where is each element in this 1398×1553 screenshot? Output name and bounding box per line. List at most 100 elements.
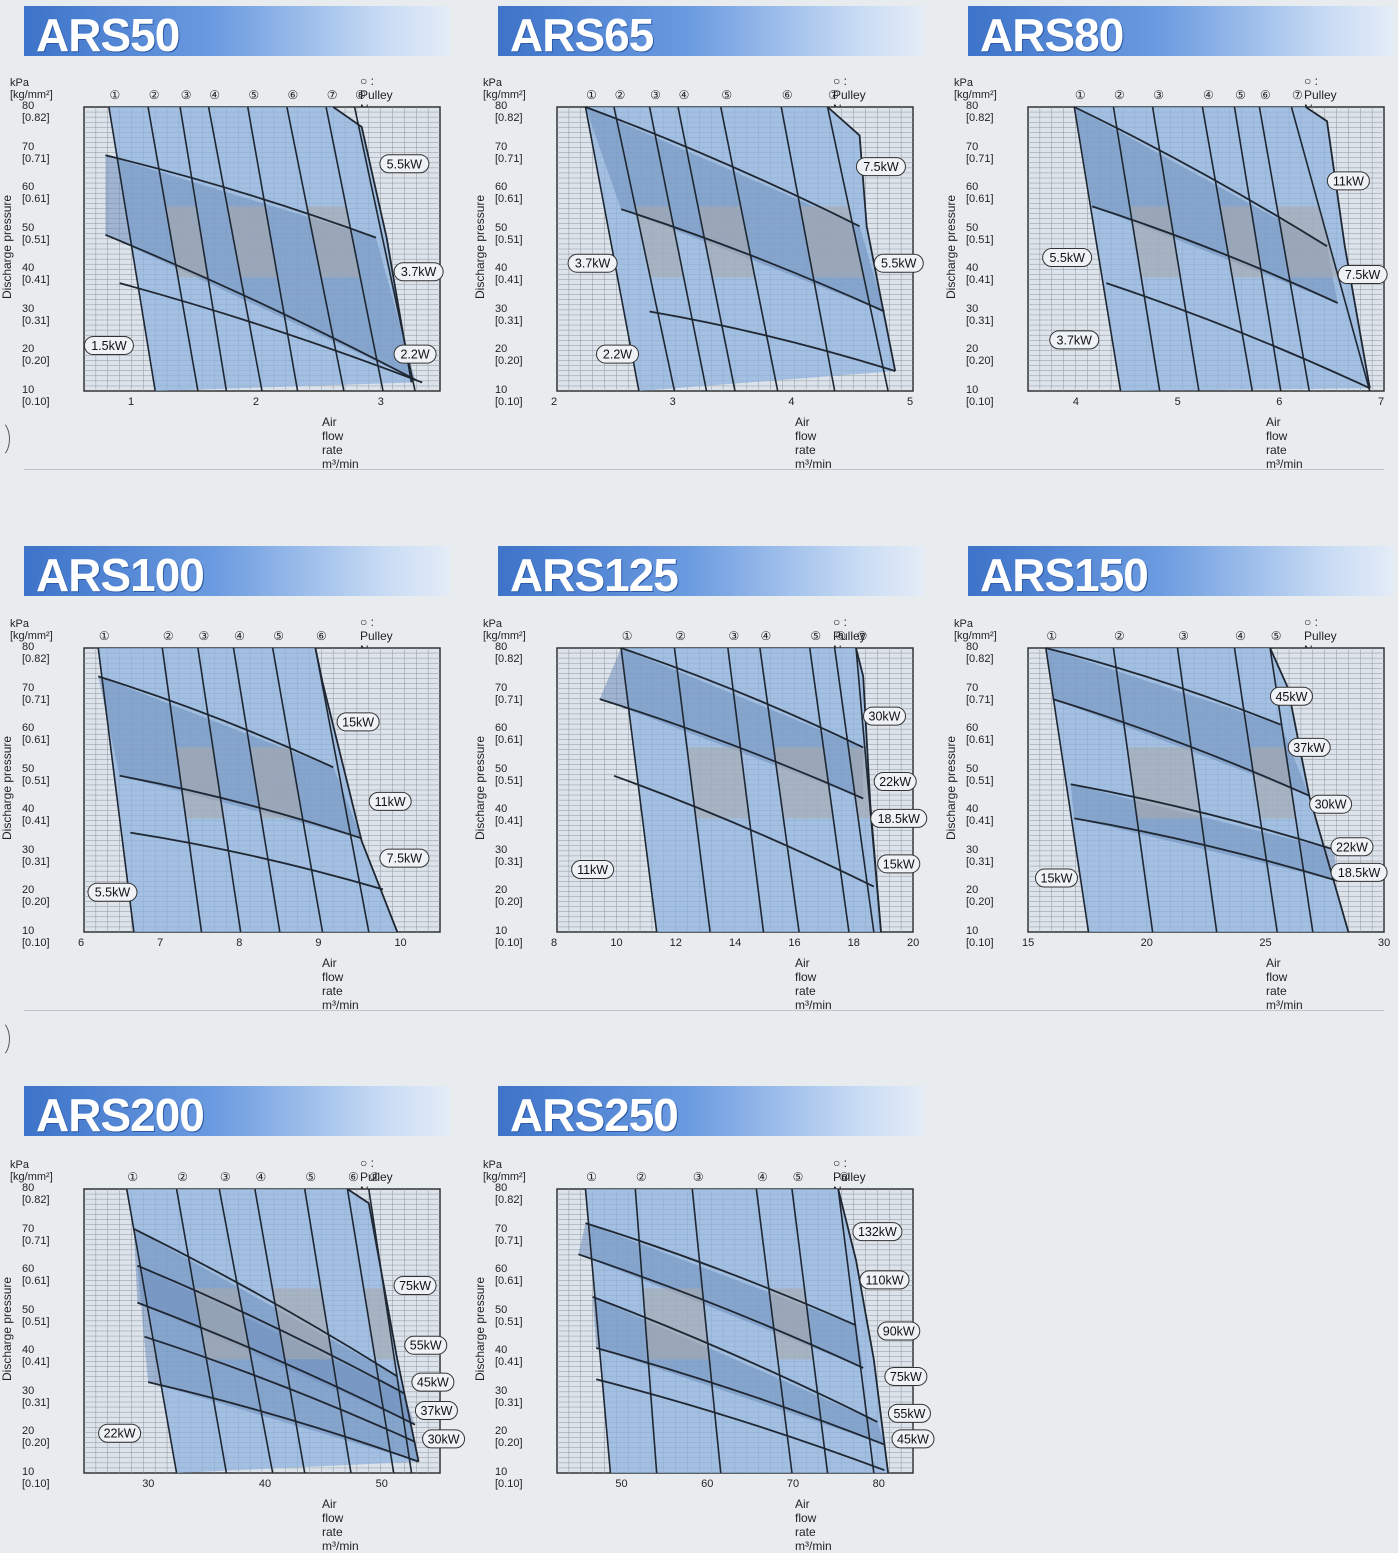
x-axis-title: Air flow rate m³/min [795,956,832,1012]
pulley-line [325,106,384,392]
motor-label: 55kW [404,1335,448,1355]
model-title: ARS80 [980,9,1124,61]
motor-label-text: 11kW [375,795,406,809]
pulley-line [634,1188,658,1474]
motor-label-text: 45kW [417,1376,449,1390]
y-tick-label: 20 [0.20] [22,343,50,368]
y-tick-label: 10 [0.10] [495,384,523,408]
motor-curve [1091,205,1339,304]
motor-label-text: 55kW [410,1339,442,1353]
motor-label: 18.5kW [1330,862,1388,882]
pulley-line [1151,106,1200,392]
motor-label-pill [884,1366,928,1386]
section-divider [24,469,1384,470]
x-tick-label: 16 [788,937,801,949]
pulley-number: ⑥ [316,629,327,643]
y-tick-label: 50 [0.51] [495,221,523,246]
pulley-number: ② [1114,629,1125,643]
motor-label-pill [1287,737,1331,757]
motor-label: 22kW [98,1423,142,1443]
pulley-number: ④ [757,1170,768,1184]
y-tick-label: 30 [0.31] [966,302,994,327]
x-tick-label: 4 [788,396,795,408]
pulley-number: ⑤ [248,88,259,102]
x-tick-label: 5 [907,396,914,408]
motor-label-pill [1034,868,1078,888]
pulley-number: ② [149,88,160,102]
y-tick-label: 60 [0.61] [495,722,523,747]
motor-label: 30kW [422,1429,466,1449]
y-tick-label: 10 [0.10] [22,925,50,949]
motor-curve [119,774,362,840]
capacity-boundary [827,106,897,372]
motor-label-text: 45kW [897,1432,929,1446]
motor-label-pill [422,1429,466,1449]
x-tick-label: 30 [1378,937,1391,949]
pulley-line [254,1188,306,1474]
x-tick-label: 80 [872,1478,885,1490]
y-tick-label: 30 [0.31] [966,843,994,868]
motor-curve [595,1347,885,1446]
pulley-line [584,106,640,392]
model-banner: ARS250 [498,1086,924,1141]
pulley-line [755,1188,793,1474]
pulley-line [808,647,850,933]
motor-label-pill [863,706,907,726]
pulley-line [791,1188,829,1474]
motor-label-text: 132kW [858,1225,897,1239]
x-axis-title: Air flow rate m³/min [1266,956,1303,1012]
model-title: ARS100 [36,549,205,601]
pulley-band [1219,206,1263,278]
x-tick-label: 4 [1072,396,1079,408]
motor-curve [595,1378,885,1472]
motor-label-text: 22kW [104,1427,136,1441]
y-unit-label: kPa [kg/mm²] [954,77,997,101]
x-tick-label: 7 [157,937,164,949]
motor-label-pill [1269,686,1313,706]
pulley-line [1112,106,1161,392]
x-tick-label: 8 [551,937,558,949]
model-title: ARS50 [36,9,180,61]
motor-label-pill [596,344,640,364]
y-tick-label: 60 [0.61] [22,1263,50,1288]
y-tick-label: 80 [0.82] [22,1182,50,1206]
motor-curve [105,233,416,381]
motor-label-text: 5.5kW [881,257,917,271]
motor-label: 15kW [877,854,921,874]
y-tick-label: 30 [0.31] [495,843,523,868]
page-edge-mark [0,420,10,458]
motor-label: 18.5kW [870,808,928,828]
motor-label: 2.2W [596,344,640,364]
motor-label-text: 7.5kW [1345,268,1381,282]
motor-label-text: 3.7kW [575,257,611,271]
x-tick-label: 20 [907,937,920,949]
motor-curve [1070,783,1335,851]
motor-label-text: 75kW [399,1279,431,1293]
motor-curve [620,208,885,313]
y-tick-label: 10 [0.10] [495,925,523,949]
motor-label-text: 30kW [1315,798,1347,812]
motor-label-text: 15kW [883,857,915,871]
pulley-line [826,106,889,392]
y-tick-label: 60 [0.61] [22,722,50,747]
x-tick-label: 2 [252,396,259,408]
pulley-number: ③ [693,1170,704,1184]
motor-label: 30kW [1309,794,1353,814]
pulley-band [272,1288,333,1360]
motor-label-text: 90kW [883,1325,915,1339]
pulley-line [691,1188,722,1474]
x-tick-label: 12 [669,937,682,949]
y-axis-title: Discharge pressure [0,1276,14,1381]
pulley-number: ③ [728,629,739,643]
motor-label-text: 11kW [1333,174,1364,188]
motor-curve [599,698,864,800]
motor-label: 5.5kW [87,882,138,902]
y-unit-label: kPa [kg/mm²] [954,618,997,642]
x-tick-label: 10 [610,937,623,949]
y-tick-label: 20 [0.20] [495,343,523,368]
pulley-line [1233,647,1278,933]
motor-label: 7.5kW [379,848,430,868]
pulley-line [246,106,299,392]
motor-label-pill [567,253,618,273]
motor-label-pill [855,157,906,177]
